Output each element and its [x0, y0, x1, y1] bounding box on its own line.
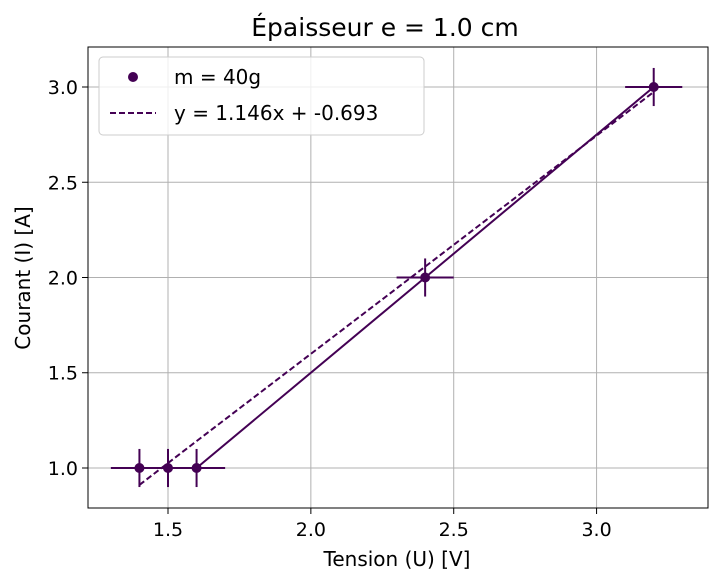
x-tick-label: 2.0 [296, 519, 326, 541]
x-tick-label: 3.0 [581, 519, 611, 541]
y-tick-label: 2.5 [48, 172, 78, 194]
plot-frame [87, 46, 709, 509]
y-tick-label: 1.0 [48, 458, 78, 480]
legend-label-fit: y = 1.146x + -0.693 [174, 101, 378, 125]
legend-box [98, 56, 425, 136]
y-tick-label: 1.5 [48, 363, 78, 385]
y-axis-label: Courant (I) [A] [11, 206, 35, 349]
x-axis-label: Tension (U) [V] [323, 547, 471, 571]
chart-title: Épaisseur e = 1.0 cm [251, 13, 518, 42]
series [110, 67, 683, 488]
x-tick-label: 2.5 [439, 519, 469, 541]
y-tick-label: 2.0 [48, 268, 78, 290]
data-point [648, 82, 659, 93]
legend-label-points: m = 40g [174, 65, 261, 89]
ticks: 1.5 2.0 2.5 3.0 1.0 1.5 2.0 2.5 3.0 [48, 77, 612, 541]
legend-marker-points [128, 72, 138, 82]
legend: m = 40g y = 1.146x + -0.693 [98, 56, 425, 136]
data-point [191, 462, 202, 473]
y-tick-label: 3.0 [48, 77, 78, 99]
x-tick-label: 1.5 [153, 519, 183, 541]
data-point [420, 272, 431, 283]
fit-line [138, 91, 655, 486]
